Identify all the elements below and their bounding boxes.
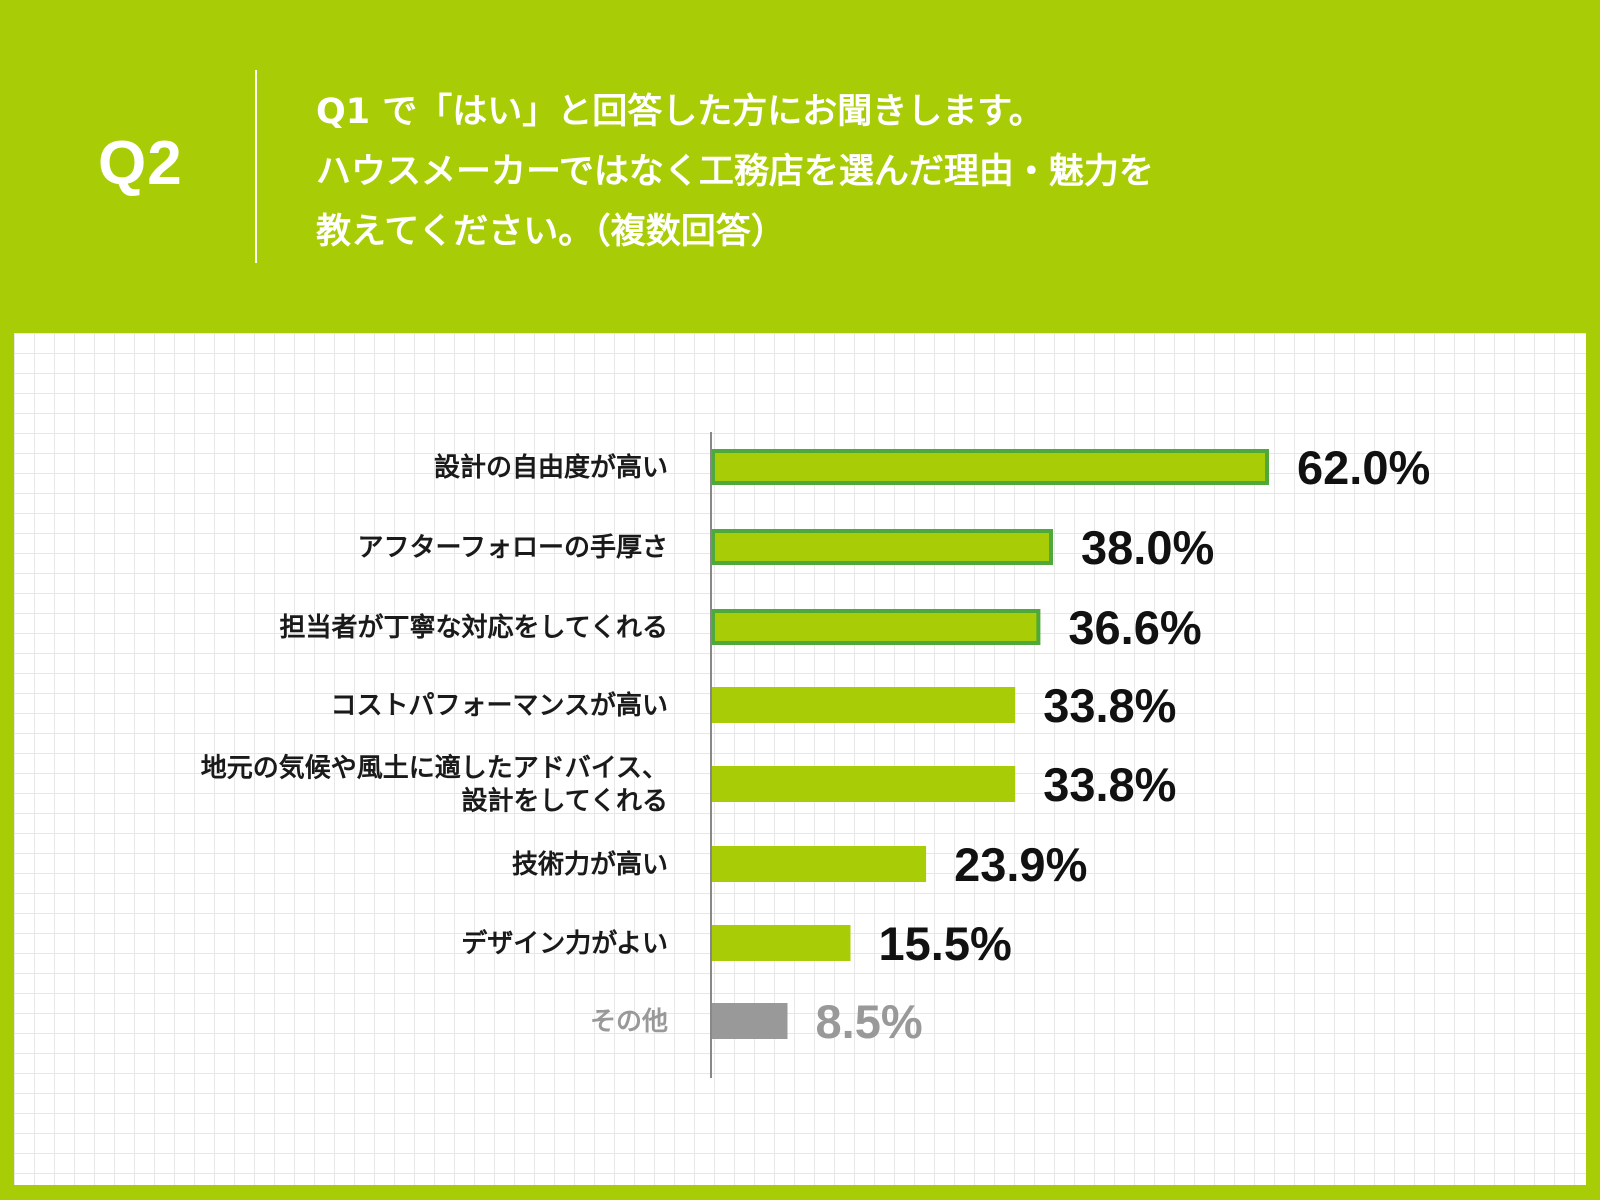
value-label-5: 33.8% [1043, 758, 1176, 811]
value-label-8: 8.5% [816, 995, 923, 1048]
bar-1 [711, 449, 1269, 485]
header-divider [255, 70, 257, 263]
category-label-4: コストパフォーマンスが高い [331, 690, 668, 721]
chart-panel: 設計の自由度が高いアフターフォローの手厚さ担当者が丁寧な対応をしてくれるコストパ… [14, 333, 1586, 1185]
bars [711, 449, 1269, 1039]
question-text: Q1 で「はい」と回答した方にお聞きします。 ハウスメーカーではなく工務店を選ん… [316, 82, 1566, 262]
bar-7 [711, 925, 851, 961]
category-label-2: アフターフォローの手厚さ [358, 533, 668, 563]
bar-chart: 設計の自由度が高いアフターフォローの手厚さ担当者が丁寧な対応をしてくれるコストパ… [201, 432, 1431, 1078]
category-label-7: デザイン力がよい [461, 928, 668, 959]
value-label-2: 38.0% [1081, 521, 1214, 574]
bar-2 [711, 529, 1053, 565]
category-label-5-line-2: 設計をしてくれる [462, 786, 668, 817]
category-label-5-line-1: 地元の気候や風土に適したアドバイス、 [201, 753, 668, 784]
question-number: Q2 [98, 129, 183, 198]
bar-4 [711, 687, 1016, 723]
bar-3 [711, 609, 1041, 645]
bar-8 [711, 1003, 788, 1039]
value-label-1: 62.0% [1297, 441, 1430, 494]
value-label-4: 33.8% [1043, 679, 1176, 732]
bar-6 [711, 846, 927, 882]
value-label-7: 15.5% [879, 917, 1012, 970]
category-labels: 設計の自由度が高いアフターフォローの手厚さ担当者が丁寧な対応をしてくれるコストパ… [201, 452, 668, 1037]
value-label-3: 36.6% [1068, 601, 1201, 654]
category-label-1: 設計の自由度が高い [434, 452, 668, 483]
question-line-3: 教えてください。（複数回答） [316, 212, 786, 252]
question-line-1: Q1 で「はい」と回答した方にお聞きします。 [316, 92, 1044, 132]
category-label-6: 技術力が高い [512, 849, 668, 880]
value-label-6: 23.9% [954, 838, 1087, 891]
category-label-3: 担当者が丁寧な対応をしてくれる [280, 612, 668, 643]
question-line-2: ハウスメーカーではなく工務店を選んだ理由・魅力を [316, 152, 1154, 192]
value-labels: 62.0% 38.0% 36.6% 33.8% 33.8% 23.9% 15.5% 8.5% [816, 441, 1431, 1048]
bar-5 [711, 766, 1016, 802]
category-label-8: その他 [590, 1007, 668, 1037]
header: Q2 Q1 で「はい」と回答した方にお聞きします。 ハウスメーカーではなく工務店… [0, 0, 1600, 333]
